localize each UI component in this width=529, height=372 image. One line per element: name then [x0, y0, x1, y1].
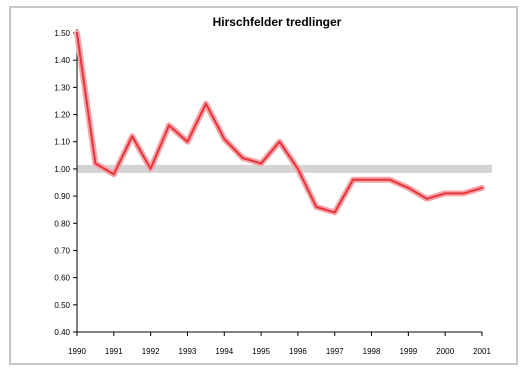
- data-point: [352, 178, 354, 181]
- data-point: [425, 198, 428, 200]
- series-layer: [74, 30, 485, 216]
- x-tick-label: 1996: [289, 347, 307, 356]
- data-point: [444, 192, 446, 195]
- y-tick-label: 0.70: [54, 246, 70, 255]
- data-point: [168, 124, 170, 127]
- data-point: [205, 102, 207, 105]
- data-point: [149, 168, 152, 170]
- y-tick-label: 1.00: [54, 165, 70, 174]
- y-tick-label: 0.60: [54, 274, 70, 283]
- data-point: [462, 192, 465, 195]
- data-point: [113, 173, 115, 176]
- y-tick-label: 1.40: [54, 56, 70, 65]
- data-point: [407, 187, 410, 189]
- x-tick-label: 1994: [215, 347, 233, 356]
- x-tick-label: 1992: [142, 347, 160, 356]
- data-point: [333, 211, 336, 214]
- y-tick-label: 1.50: [54, 29, 70, 38]
- y-tick-label: 0.90: [54, 192, 70, 201]
- chart-title: Hirschfelder tredlinger: [213, 15, 342, 29]
- x-tick-label: 2001: [473, 347, 491, 356]
- chart-frame: [9, 6, 518, 365]
- data-point: [278, 140, 281, 143]
- y-tick-label: 1.30: [54, 83, 70, 92]
- data-point: [131, 135, 134, 138]
- y-tick-label: 0.80: [54, 219, 70, 228]
- data-point: [94, 162, 97, 165]
- data-point: [481, 187, 483, 189]
- x-tick-label: 1995: [252, 347, 270, 356]
- data-point: [186, 140, 189, 143]
- data-point: [370, 178, 373, 181]
- x-tick-label: 1990: [68, 347, 86, 356]
- y-tick-label: 0.40: [54, 328, 70, 337]
- y-tick-label: 1.10: [54, 138, 70, 147]
- series-line-glow: [74, 30, 485, 216]
- data-point: [315, 206, 318, 208]
- x-tick-label: 1997: [326, 347, 344, 356]
- data-point: [260, 162, 262, 165]
- series-line: [76, 32, 483, 214]
- x-tick-label: 1991: [105, 347, 123, 356]
- x-tick-label: 1998: [363, 347, 381, 356]
- data-point: [76, 32, 78, 34]
- data-point: [223, 138, 226, 140]
- x-tick-label: 2000: [436, 347, 454, 356]
- y-tick-label: 0.50: [54, 301, 70, 310]
- axes: 0.40 0.50 0.60 0.70 0.80 0.90 1.00 1.10 1.20 1.30…: [54, 29, 491, 356]
- x-tick-label: 1999: [399, 347, 417, 356]
- data-point: [389, 178, 391, 181]
- data-point: [297, 168, 299, 170]
- y-tick-label: 1.20: [54, 111, 70, 120]
- x-tick-label: 1993: [179, 347, 197, 356]
- data-point: [241, 157, 244, 159]
